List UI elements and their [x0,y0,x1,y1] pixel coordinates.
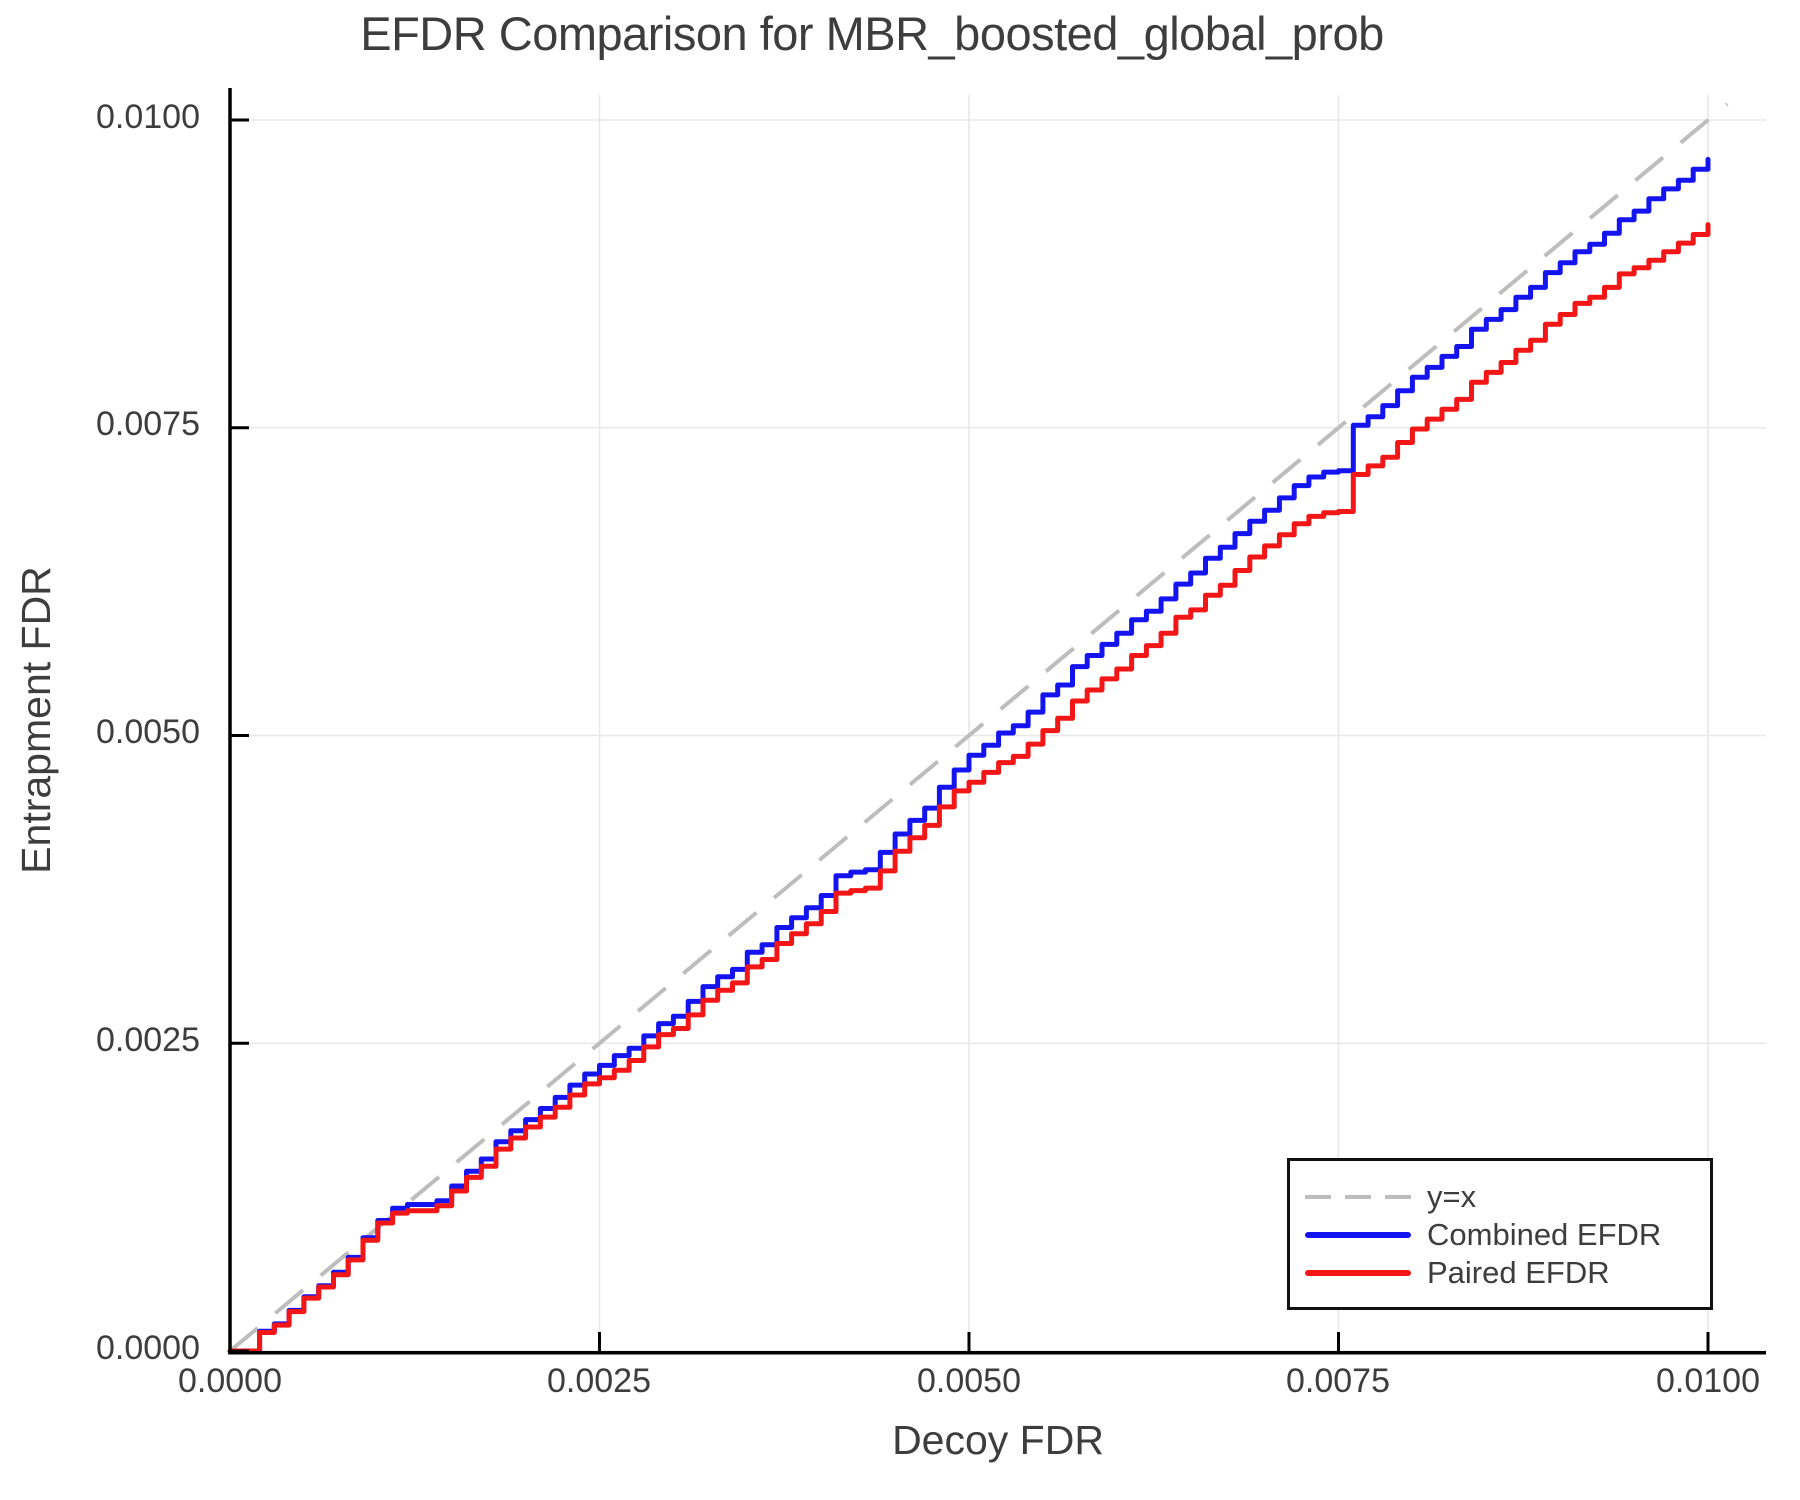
y-tick-label-2: 0.0050 [96,713,200,751]
y-tick-label-0: 0.0000 [96,1329,200,1367]
y-tick-label-3: 0.0075 [96,405,200,443]
legend-label-yx: y=x [1427,1179,1477,1214]
legend-paired-line-swatch [1305,1270,1411,1276]
legend-combined-line-swatch [1305,1232,1411,1238]
x-tick-label-4: 0.0100 [1656,1362,1760,1400]
legend-label-paired: Paired EFDR [1427,1255,1610,1290]
x-tick-label-3: 0.0075 [1286,1362,1390,1400]
legend-row-combined: Combined EFDR [1305,1216,1710,1254]
y-tick-label-1: 0.0025 [96,1021,200,1059]
x-tick-label-2: 0.0050 [917,1362,1021,1400]
legend-row-paired: Paired EFDR [1305,1254,1710,1292]
y-equals-x-line [228,102,1729,1353]
chart-title: EFDR Comparison for MBR_boosted_global_p… [360,7,1384,60]
x-tick-label-0: 0.0000 [178,1362,282,1400]
paired-efdr-line [227,222,1711,1354]
legend-label-combined: Combined EFDR [1427,1217,1662,1252]
x-tick-label-1: 0.0025 [547,1362,651,1400]
x-axis-label: Decoy FDR [892,1417,1104,1463]
y-tick-label-4: 0.0100 [96,98,200,136]
legend-row-yx: y=x [1305,1178,1710,1216]
legend: y=x Combined EFDR Paired EFDR [1287,1158,1713,1310]
legend-dashed-line-swatch [1305,1195,1411,1199]
